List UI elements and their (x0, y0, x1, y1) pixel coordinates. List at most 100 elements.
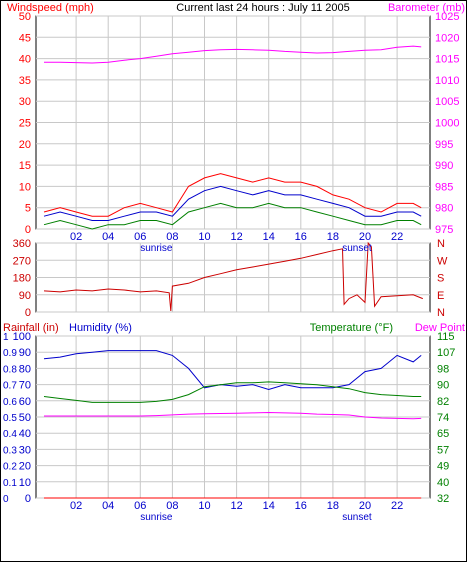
x-tick-label: 06 (134, 231, 146, 243)
compass-y-tick: S (437, 273, 444, 285)
rainfall-axis-label: Rainfall (in) (3, 322, 59, 334)
chart-plots (43, 45, 423, 499)
wind-y-tick: 10 (19, 181, 31, 193)
wind-y-tick: 20 (19, 139, 31, 151)
direction-y-tick: 360 (13, 238, 31, 250)
rainfall-y-tick: 0.5 (3, 413, 17, 424)
barometer-y-tick: 995 (435, 139, 453, 151)
compass-y-tick: N (437, 238, 445, 250)
compass-y-tick: N (437, 307, 445, 319)
x-tick-label: 16 (295, 231, 307, 243)
rainfall-y-tick: 0.2 (3, 462, 17, 473)
x-tick-label: 10 (198, 231, 210, 243)
barometer-y-tick: 1025 (435, 11, 459, 23)
humidity-y-tick: 0 (25, 493, 31, 505)
rainfall-y-tick: 0.7 (3, 381, 17, 392)
wind-y-tick: 5 (25, 203, 31, 215)
rainfall-y-tick: 0.9 (3, 348, 17, 359)
temperature-axis-label: Temperature (°F) (310, 322, 393, 334)
x-tick-label: 12 (230, 231, 242, 243)
direction-y-tick: 270 (13, 255, 31, 267)
humidity-y-tick: 30 (19, 444, 31, 456)
barometer-y-tick: 1015 (435, 54, 459, 66)
sunset-label: sunset (342, 512, 372, 523)
windspeed-line (43, 202, 422, 230)
wind-y-tick: 15 (19, 160, 31, 172)
temperature-y-tick: 65 (437, 428, 449, 440)
temperature-y-tick: 32 (437, 493, 449, 505)
humidity-y-tick: 40 (19, 428, 31, 440)
windspeed-axis-label: Windspeed (mph) (7, 2, 94, 14)
humidity-line (43, 350, 422, 391)
barometer-line (44, 45, 422, 64)
wind-y-tick: 30 (19, 96, 31, 108)
humidity-y-tick: 60 (19, 396, 31, 408)
direction-y-tick: 0 (25, 307, 31, 319)
temperature-y-tick: 57 (437, 444, 449, 456)
x-tick-label: 18 (327, 500, 339, 512)
dew-point-line (44, 411, 422, 420)
temperature-y-tick: 115 (437, 331, 455, 343)
temperature-y-tick: 107 (437, 347, 455, 359)
rainfall-y-tick: 0.6 (3, 397, 17, 408)
barometer-y-tick: 1010 (435, 75, 459, 87)
wind-y-tick: 50 (19, 11, 31, 23)
direction-y-tick: 180 (13, 273, 31, 285)
humidity-axis-label: Humidity (%) (69, 322, 132, 334)
barometer-y-tick: 990 (435, 160, 453, 172)
rainfall-y-tick: 0.3 (3, 445, 17, 456)
rainfall-y-tick: 1 (3, 332, 9, 343)
x-tick-label: 04 (102, 231, 114, 243)
wind-direction-line (43, 241, 423, 312)
humidity-y-tick: 20 (19, 461, 31, 473)
x-tick-label: 14 (263, 500, 275, 512)
sunrise-label: sunrise (140, 243, 173, 254)
temperature-y-tick: 90 (437, 380, 449, 392)
x-tick-label: 04 (102, 500, 114, 512)
barometer-axis-label: Barometer (mb) (388, 2, 465, 14)
temperature-y-tick: 49 (437, 461, 449, 473)
rainfall-y-tick: 0 (3, 494, 9, 505)
wind-y-tick: 45 (19, 32, 31, 44)
temperature-y-tick: 82 (437, 396, 449, 408)
humidity-y-tick: 50 (19, 412, 31, 424)
temperature-y-tick: 74 (437, 412, 449, 424)
x-tick-label: 22 (391, 231, 403, 243)
x-tick-label: 12 (230, 500, 242, 512)
x-tick-label: 18 (327, 231, 339, 243)
dew-point-axis-label: Dew Point (415, 322, 465, 334)
direction-y-tick: 90 (19, 290, 31, 302)
barometer-y-tick: 1020 (435, 32, 459, 44)
humidity-y-tick: 90 (19, 347, 31, 359)
compass-y-tick: W (437, 255, 448, 267)
x-tick-label: 08 (166, 500, 178, 512)
windspeed-line (43, 185, 422, 221)
x-tick-label: 02 (70, 500, 82, 512)
humidity-y-tick: 70 (19, 380, 31, 392)
barometer-y-tick: 975 (435, 224, 453, 236)
wind-y-tick: 35 (19, 75, 31, 87)
wind-y-tick: 25 (19, 118, 31, 130)
page-title: Current last 24 hours : July 11 2005 (176, 2, 349, 14)
x-tick-label: 10 (198, 500, 210, 512)
x-tick-label: 16 (295, 500, 307, 512)
rainfall-y-tick: 0.1 (3, 478, 17, 489)
temperature-line (43, 381, 422, 403)
x-tick-label: 14 (263, 231, 275, 243)
x-tick-label: 02 (70, 231, 82, 243)
x-tick-label: 20 (359, 231, 371, 243)
wind-y-tick: 40 (19, 54, 31, 66)
humidity-y-tick: 100 (13, 331, 31, 343)
rainfall-y-tick: 0.4 (3, 429, 17, 440)
x-tick-label: 20 (359, 500, 371, 512)
barometer-y-tick: 1000 (435, 118, 459, 130)
compass-y-tick: E (437, 290, 444, 302)
barometer-y-tick: 1005 (435, 96, 459, 108)
x-tick-label: 06 (134, 500, 146, 512)
temperature-y-tick: 98 (437, 363, 449, 375)
wind-y-tick: 0 (25, 224, 31, 236)
x-tick-label: 22 (391, 500, 403, 512)
windspeed-line (43, 173, 422, 217)
